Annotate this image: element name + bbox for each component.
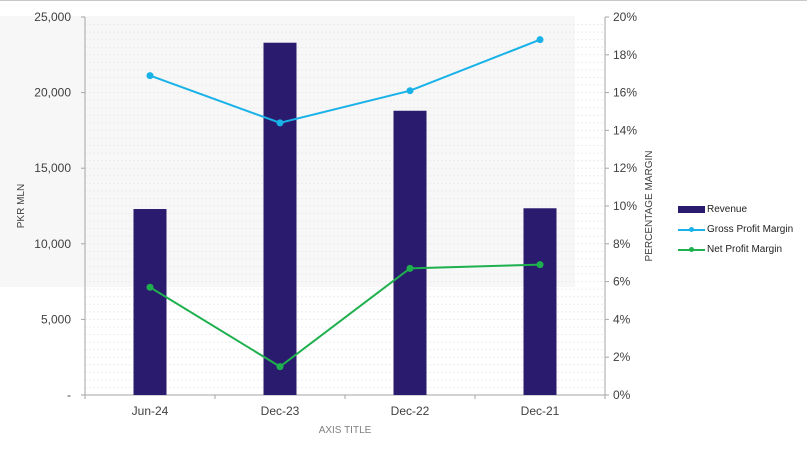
y-tick-label: 20,000 <box>34 86 71 100</box>
bar-revenue <box>263 42 297 395</box>
y2-tick-label: 12% <box>613 161 637 175</box>
point-net-profit-margin <box>276 363 284 371</box>
point-gross-profit-margin <box>536 36 544 44</box>
y2-tick-label: 16% <box>613 86 637 100</box>
x-tick-label: Dec-22 <box>391 404 430 418</box>
x-tick-label: Dec-21 <box>521 404 560 418</box>
y2-axis-title: PERCENTAGE MARGIN <box>644 151 655 262</box>
point-gross-profit-margin <box>406 87 414 95</box>
legend-swatch-bar <box>678 205 705 213</box>
legend-swatch-line <box>678 246 705 253</box>
legend-swatch-line <box>678 226 705 233</box>
y2-tick-label: 0% <box>613 388 631 402</box>
series-line-net-profit-margin <box>149 263 541 368</box>
legend-label: Revenue <box>707 203 748 215</box>
legend-item: Gross Profit Margin <box>678 219 793 239</box>
y2-tick-label: 18% <box>613 48 637 62</box>
y-tick-label: 10,000 <box>34 237 71 251</box>
y-tick-label: - <box>67 388 71 402</box>
y2-tick-label: 2% <box>613 350 631 364</box>
legend-label: Net Profit Margin <box>707 243 783 255</box>
y-tick-label: 25,000 <box>34 10 71 24</box>
legend-label: Gross Profit Margin <box>707 223 794 235</box>
chart-legend: Revenue Gross Profit Margin Net Profit Mar… <box>678 199 793 259</box>
y2-tick-label: 4% <box>613 312 631 326</box>
y2-tick-label: 6% <box>613 275 631 289</box>
y2-tick-label: 8% <box>613 237 631 251</box>
point-net-profit-margin <box>536 261 544 269</box>
bar-revenue <box>393 110 427 395</box>
legend-marker <box>689 246 694 252</box>
point-net-profit-margin <box>146 283 154 291</box>
x-axis-title: AXIS TITLE <box>319 425 372 436</box>
point-net-profit-margin <box>406 264 414 272</box>
point-gross-profit-margin <box>276 119 284 127</box>
legend-item: Net Profit Margin <box>678 239 793 259</box>
y2-tick-label: 20% <box>613 10 637 24</box>
series-line-gross-profit-margin <box>149 38 541 124</box>
y-tick-label: 5,000 <box>41 312 71 326</box>
y-tick-label: 15,000 <box>34 161 71 175</box>
point-gross-profit-margin <box>146 72 154 80</box>
bar-revenue <box>523 208 557 395</box>
y-axis-title: PKR MLN <box>16 184 27 228</box>
x-tick-label: Dec-23 <box>261 404 300 418</box>
bar-revenue <box>133 209 167 395</box>
y2-tick-label: 10% <box>613 199 637 213</box>
x-tick-label: Jun-24 <box>132 404 169 418</box>
legend-marker <box>689 226 694 232</box>
legend-item: Revenue <box>678 199 793 219</box>
y2-tick-label: 14% <box>613 123 637 137</box>
